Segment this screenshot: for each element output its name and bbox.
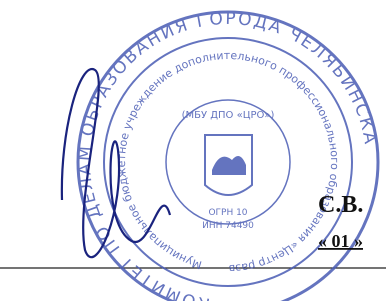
stamp-center-text: (МБУ ДПО «ЦРО») [182,110,275,121]
stamp-center-text: ОГРН 10 [208,208,247,218]
stamp: КОМИТЕТ ПО ДЕЛАМ ОБРАЗОВАНИЯ ГОРОДА ЧЕЛЯ… [0,0,380,301]
stamp-emblem [212,156,246,175]
initials: С.В. [318,192,363,218]
stamp-center-text: ИНН 74490 [202,221,254,231]
document: КОМИТЕТ ПО ДЕЛАМ ОБРАЗОВАНИЯ ГОРОДА ЧЕЛЯ… [0,0,386,301]
date-day: « 01 » [318,231,363,251]
